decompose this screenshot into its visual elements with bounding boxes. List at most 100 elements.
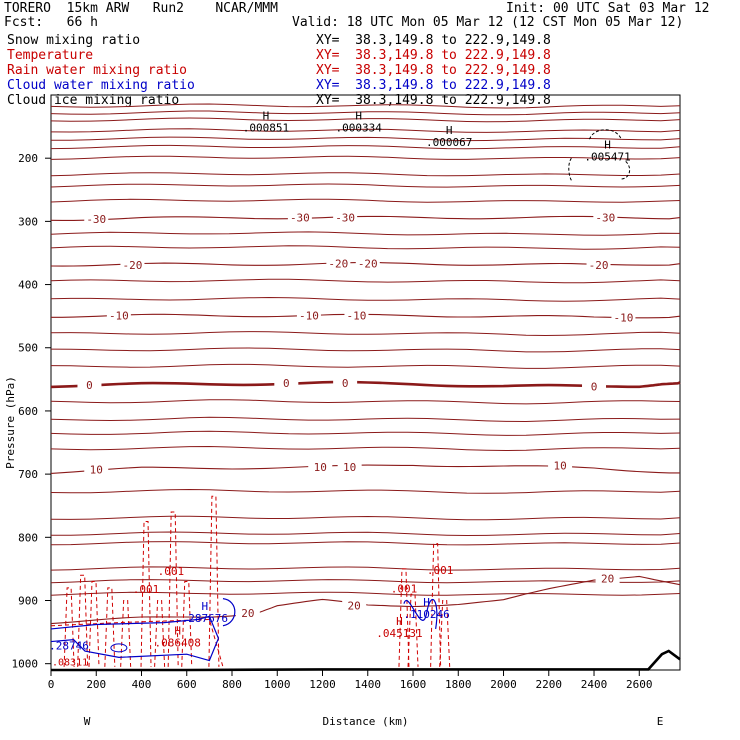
cloud-max-1-value: .28746 [49, 640, 89, 653]
y-tick-label-0: 200 [18, 152, 38, 165]
temp-label-bg--20-1 [326, 257, 351, 269]
y-tick-label-1: 300 [18, 215, 38, 228]
temp-label-bg-10-3 [548, 459, 573, 471]
isoline-2 [50, 117, 681, 123]
cloud-max-0-h: H [202, 600, 209, 613]
y-tick-label-2: 400 [18, 279, 38, 292]
rain-max-3-value: .001 [391, 582, 418, 595]
rain-contour-1 [77, 574, 89, 667]
temp-label--30-2: -30 [335, 212, 355, 225]
temp-label--30-0: -30 [86, 213, 106, 226]
isoline-9 [50, 198, 681, 203]
field-xy-0: XY= 38.3,149.8 to 222.9,149.8 [316, 33, 551, 48]
temp-label-bg-20-0 [235, 607, 260, 619]
cloud-max-2-value: .110246 [403, 608, 449, 621]
rain-contour-11 [407, 593, 419, 667]
x-tick-label-2: 400 [132, 678, 152, 691]
y-tick-label-3: 500 [18, 342, 38, 355]
field-name-4: Cloud ice mixing ratio [7, 93, 180, 108]
temp-label-0-0: 0 [86, 379, 93, 392]
temp-label-bg-0-1 [274, 377, 299, 389]
field-xy-2: XY= 38.3,149.8 to 222.9,149.8 [316, 63, 551, 78]
temp-label-0-3: 0 [591, 380, 598, 393]
init-time: Init: 00 UTC Sat 03 Mar 12 [506, 1, 710, 16]
isoline-6 [50, 155, 681, 160]
field-name-1: Temperature [7, 48, 94, 63]
isoline-27 [50, 515, 681, 521]
terrain-line [51, 649, 681, 672]
field-xy-4: XY= 38.3,149.8 to 222.9,149.8 [316, 93, 551, 108]
isoline-0 [50, 103, 681, 109]
temp-label--30-1: -30 [290, 212, 310, 225]
snow-max-0-value: .000851 [243, 122, 289, 135]
cloud-water-contour-east [403, 599, 438, 630]
temp-label-10-3: 10 [553, 459, 566, 472]
snow-max-1-h: H [355, 110, 362, 123]
field-xy-3: XY= 38.3,149.8 to 222.9,149.8 [316, 78, 551, 93]
snow-contour-1 [568, 157, 572, 181]
rain-contour-3 [104, 587, 116, 667]
temp-label-bg-10-0 [84, 463, 109, 475]
field-name-3: Cloud water mixing ratio [7, 78, 195, 93]
x-tick-label-13: 2600 [626, 678, 653, 691]
temp-label-bg-20-1 [342, 599, 367, 611]
isoline-3 [50, 128, 681, 133]
temp-label-20-2: 20 [601, 572, 614, 585]
x-tick-label-1: 200 [86, 678, 106, 691]
temp-label-bg-0-2 [333, 377, 358, 389]
isoline-7 [50, 172, 681, 177]
isoline-26 [50, 488, 681, 494]
snow-max-1-value: .000334 [336, 122, 383, 135]
temp-label-bg--20-0 [120, 258, 145, 270]
rain-max-4-h: H [396, 615, 403, 628]
temp-label-bg--30-0 [84, 212, 109, 224]
temp-label-20-0: 20 [241, 607, 254, 620]
cloud-water-contour-west [50, 615, 220, 662]
temp-contour-0 [50, 380, 681, 389]
temp-label-bg--10-1 [296, 309, 321, 321]
cloud-water-arc [222, 598, 236, 627]
isoline-8 [50, 183, 681, 188]
temp-label--10-2: -10 [347, 310, 367, 323]
x-tick-label-9: 1800 [445, 678, 472, 691]
temp-label-0-2: 0 [342, 377, 349, 390]
valid-time: Valid: 18 UTC Mon 05 Mar 12 (12 CST Mon … [292, 15, 684, 30]
rain-max-5-value: .001 [427, 564, 454, 577]
rain-contour-5 [140, 521, 152, 667]
isoline-28 [51, 531, 681, 537]
temp-label--20-1: -20 [328, 258, 348, 271]
temp-label-bg-10-2 [337, 461, 362, 473]
isoline-18 [50, 347, 681, 353]
rain-contour-8 [181, 581, 193, 667]
temp-label-bg--30-2 [333, 211, 358, 223]
field-xy-1: XY= 38.3,149.8 to 222.9,149.8 [316, 48, 551, 63]
x-tick-label-6: 1200 [309, 678, 336, 691]
isoline-19 [50, 363, 681, 369]
temp-contour-10 [50, 464, 680, 474]
snow-contour-2 [621, 160, 631, 180]
y-tick-label-5: 700 [18, 468, 38, 481]
rain-max-1-value: .001 [158, 565, 185, 578]
isoline-23 [50, 430, 681, 436]
field-name-2: Rain water mixing ratio [7, 63, 188, 78]
rain-contour-9 [208, 495, 220, 667]
temp-label--20-0: -20 [123, 259, 143, 272]
temp-label-bg-10-1 [308, 461, 333, 473]
isoline-14 [50, 278, 681, 284]
isoline-24 [50, 445, 681, 452]
y-tick-label-4: 600 [18, 405, 38, 418]
temp-label-bg--10-2 [344, 309, 369, 321]
snow-max-0-h: H [263, 110, 270, 123]
rain-max-4-value: .045131 [376, 627, 422, 640]
y-tick-label-6: 800 [18, 531, 38, 544]
temp-label-10-2: 10 [343, 461, 356, 474]
snow-max-3-value: .005471 [584, 151, 630, 164]
isoline-32 [50, 591, 681, 596]
isoline-1 [50, 110, 681, 116]
x-tick-label-0: 0 [48, 678, 55, 691]
temp-label-bg--30-3 [593, 211, 618, 223]
temp-contour-20 [50, 575, 681, 625]
temp-label-bg--10-3 [611, 311, 636, 323]
isoline-21 [50, 399, 681, 405]
